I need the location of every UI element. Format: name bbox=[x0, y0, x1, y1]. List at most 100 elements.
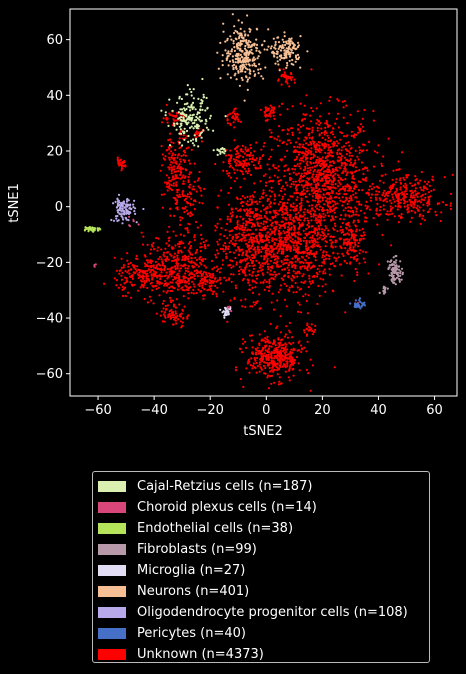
data-point bbox=[293, 225, 296, 228]
data-point bbox=[164, 181, 167, 184]
data-point bbox=[450, 192, 453, 195]
data-point bbox=[347, 141, 350, 144]
data-point bbox=[296, 145, 299, 149]
data-point bbox=[266, 335, 269, 338]
data-point bbox=[154, 260, 157, 264]
data-point bbox=[182, 242, 185, 245]
data-point bbox=[339, 183, 342, 186]
data-point bbox=[349, 210, 352, 213]
data-point bbox=[400, 198, 403, 201]
data-point bbox=[156, 282, 159, 285]
data-point bbox=[197, 177, 200, 180]
data-point bbox=[161, 121, 164, 124]
data-point bbox=[157, 257, 160, 261]
data-point bbox=[284, 155, 287, 158]
data-point bbox=[310, 215, 313, 218]
data-point bbox=[285, 343, 288, 346]
data-point bbox=[314, 186, 318, 189]
data-point bbox=[299, 193, 302, 196]
data-point bbox=[364, 166, 367, 169]
data-point bbox=[268, 128, 271, 131]
data-point bbox=[431, 178, 434, 181]
data-point bbox=[253, 224, 256, 228]
data-point bbox=[225, 169, 228, 173]
data-point bbox=[214, 229, 217, 232]
data-point bbox=[357, 219, 360, 222]
data-point bbox=[345, 262, 349, 265]
data-point bbox=[324, 257, 328, 260]
data-point bbox=[224, 229, 227, 232]
data-point bbox=[284, 370, 287, 373]
data-point bbox=[346, 149, 349, 152]
data-point bbox=[248, 64, 251, 67]
data-point bbox=[235, 261, 238, 264]
data-point bbox=[184, 267, 187, 270]
data-point bbox=[222, 169, 225, 172]
data-point bbox=[309, 150, 312, 153]
data-point bbox=[289, 218, 292, 221]
data-point bbox=[269, 269, 272, 272]
data-point bbox=[199, 187, 202, 190]
data-point bbox=[337, 189, 340, 192]
data-point bbox=[211, 292, 214, 296]
data-point bbox=[229, 112, 232, 115]
data-point bbox=[188, 126, 192, 129]
data-point bbox=[314, 328, 317, 331]
data-point bbox=[248, 30, 251, 33]
data-point bbox=[131, 264, 134, 267]
data-point bbox=[317, 284, 320, 288]
data-point bbox=[336, 202, 339, 205]
data-point bbox=[179, 122, 182, 125]
data-point bbox=[419, 222, 422, 225]
data-point bbox=[278, 194, 281, 197]
data-point bbox=[219, 77, 222, 80]
data-point bbox=[280, 158, 284, 161]
data-point bbox=[298, 202, 301, 205]
data-point bbox=[280, 240, 283, 243]
data-point bbox=[346, 122, 349, 125]
data-point bbox=[358, 203, 361, 206]
data-point bbox=[275, 52, 278, 55]
data-point bbox=[308, 204, 311, 207]
data-point bbox=[199, 189, 202, 192]
data-point bbox=[281, 210, 284, 213]
data-point bbox=[334, 182, 337, 186]
data-point bbox=[276, 373, 279, 376]
data-point bbox=[268, 286, 271, 289]
data-point bbox=[296, 45, 300, 48]
data-point bbox=[173, 214, 176, 217]
data-point bbox=[302, 189, 305, 192]
data-point bbox=[133, 210, 136, 213]
data-point bbox=[355, 207, 358, 210]
data-point bbox=[170, 188, 174, 192]
data-point bbox=[278, 343, 281, 346]
data-point bbox=[241, 305, 244, 308]
data-point bbox=[309, 212, 313, 216]
data-point bbox=[327, 229, 330, 232]
data-point bbox=[187, 180, 190, 184]
data-point bbox=[353, 133, 356, 136]
data-point bbox=[245, 50, 248, 53]
data-point bbox=[163, 275, 166, 278]
data-point bbox=[345, 104, 348, 107]
data-point bbox=[192, 138, 195, 141]
data-point bbox=[198, 201, 201, 204]
data-point bbox=[316, 201, 319, 204]
data-point bbox=[406, 211, 409, 214]
data-point bbox=[320, 127, 323, 130]
data-point bbox=[238, 261, 241, 264]
data-point bbox=[286, 61, 289, 65]
data-point bbox=[120, 266, 123, 269]
data-point bbox=[303, 168, 306, 171]
data-point bbox=[399, 181, 402, 184]
data-point bbox=[391, 196, 394, 199]
data-point bbox=[155, 312, 158, 315]
data-point bbox=[264, 234, 268, 237]
data-point bbox=[291, 195, 294, 198]
data-point bbox=[356, 200, 359, 203]
data-point bbox=[254, 274, 258, 277]
data-point bbox=[339, 218, 342, 221]
data-point bbox=[302, 113, 305, 116]
data-point bbox=[192, 106, 195, 109]
data-point bbox=[319, 277, 322, 280]
